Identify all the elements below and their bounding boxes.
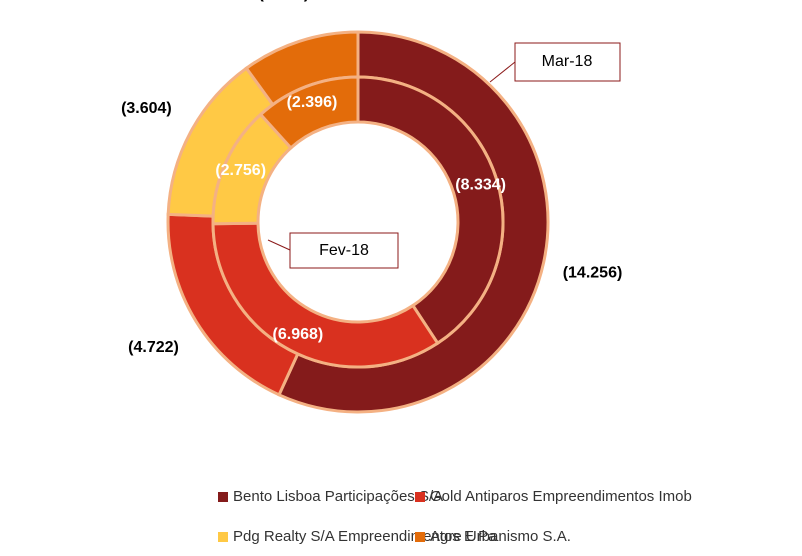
value-label: (6.968) (273, 326, 324, 343)
labels: (14.256) (4.722) (3.604) (2.507) (8.334) (6.9… (121, 0, 622, 356)
legend-label: Gold Antiparos Empreendimentos Imob (430, 488, 692, 505)
slice (356, 75, 505, 346)
legend-swatch (415, 492, 425, 502)
value-label: (14.256) (563, 264, 623, 281)
value-label: (4.722) (128, 339, 179, 356)
legend-label: Bento Lisboa Participações S/A (233, 488, 443, 505)
series-callout (289, 232, 399, 269)
value-label: (3.604) (121, 100, 172, 117)
legend-label: Agre Urbanismo S.A. (430, 528, 571, 545)
value-label: (2.756) (215, 162, 266, 179)
series-name: Fev-18 (319, 242, 369, 259)
value-label: (2.396) (287, 94, 338, 111)
legend-label: Pdg Realty S/A Empreendimentos E Pa (233, 528, 497, 545)
value-label: (8.334) (455, 177, 506, 194)
legend-swatch (415, 532, 425, 542)
value-label: (2.507) (259, 0, 310, 2)
series-callout (514, 42, 621, 82)
slice (258, 75, 360, 151)
callout-line (267, 239, 291, 251)
slice (211, 221, 440, 369)
legend-swatch (218, 492, 228, 502)
legend-swatch (218, 532, 228, 542)
rings (166, 30, 550, 414)
callout-line (489, 61, 516, 83)
series-name: Mar-18 (542, 53, 593, 70)
